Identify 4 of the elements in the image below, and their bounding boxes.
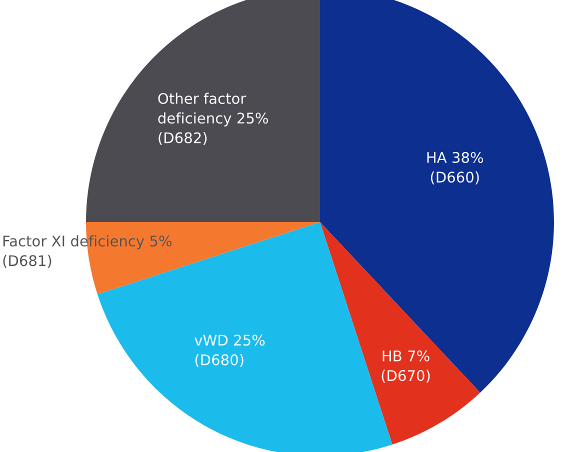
slice-label: HA 38% (D660) bbox=[427, 152, 484, 184]
slice-label: vWD 25% (D680) bbox=[194, 334, 265, 368]
slice-label: Other factor deficiency 25% (D682) bbox=[158, 92, 268, 146]
slice-label: HB 7% (D670) bbox=[382, 350, 430, 383]
